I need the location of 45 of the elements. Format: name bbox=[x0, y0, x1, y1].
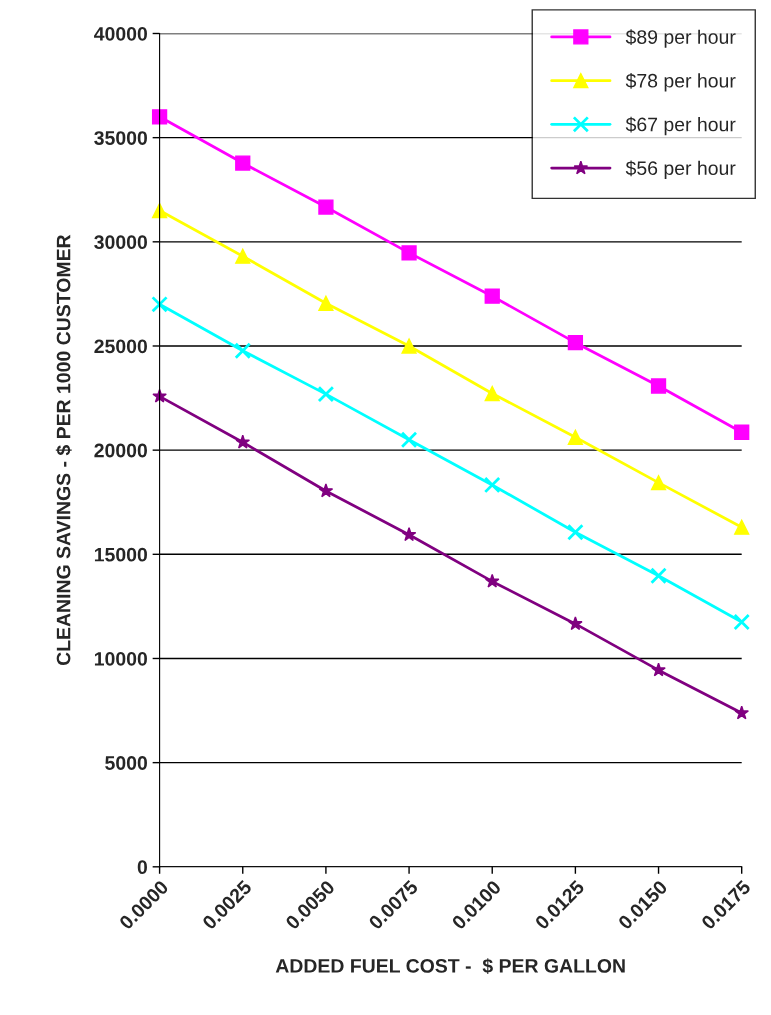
y-tick-label: 5000 bbox=[105, 756, 147, 770]
point bbox=[234, 342, 252, 360]
point bbox=[235, 434, 251, 449]
point bbox=[567, 429, 584, 445]
y-tick-label: 35000 bbox=[94, 131, 147, 145]
point bbox=[484, 288, 500, 304]
y-tick-label: 30000 bbox=[94, 235, 147, 250]
point bbox=[401, 338, 417, 354]
point bbox=[318, 295, 334, 311]
point bbox=[650, 378, 667, 394]
point bbox=[401, 245, 417, 261]
point bbox=[151, 109, 168, 125]
y-tick-label: 0 bbox=[137, 860, 147, 875]
legend-label: $89 per hour bbox=[625, 29, 736, 48]
point bbox=[734, 519, 750, 535]
point bbox=[318, 199, 334, 215]
point bbox=[151, 295, 168, 313]
point bbox=[235, 155, 251, 171]
point bbox=[401, 527, 417, 542]
point bbox=[400, 431, 418, 449]
y-tick-label: 10000 bbox=[94, 651, 147, 666]
point bbox=[650, 475, 667, 491]
point bbox=[733, 613, 751, 631]
point bbox=[318, 483, 334, 498]
point bbox=[317, 385, 335, 403]
point bbox=[484, 573, 500, 588]
y-tick-label: 15000 bbox=[94, 547, 147, 562]
point bbox=[734, 424, 750, 440]
point bbox=[484, 385, 500, 402]
point bbox=[568, 616, 583, 631]
point bbox=[567, 335, 584, 351]
legend-label: $67 per hour bbox=[625, 116, 736, 136]
point bbox=[235, 248, 251, 264]
y-tick-label: 25000 bbox=[94, 339, 147, 354]
legend-label: $78 per hour bbox=[625, 73, 736, 92]
legend-label: $56 per hour bbox=[625, 160, 736, 179]
y-tick-label: 40000 bbox=[94, 26, 147, 41]
point bbox=[567, 523, 584, 541]
x-axis-title: ADDED FUEL COST - $ PER GALLON bbox=[275, 958, 625, 975]
point bbox=[483, 476, 501, 494]
y-tick-label: 20000 bbox=[94, 443, 147, 458]
point bbox=[650, 567, 667, 585]
point bbox=[734, 705, 750, 720]
y-axis-title: CLEANING SAVINGS - $ PER 1000 CUSTOMER bbox=[55, 234, 72, 666]
point bbox=[651, 662, 666, 677]
